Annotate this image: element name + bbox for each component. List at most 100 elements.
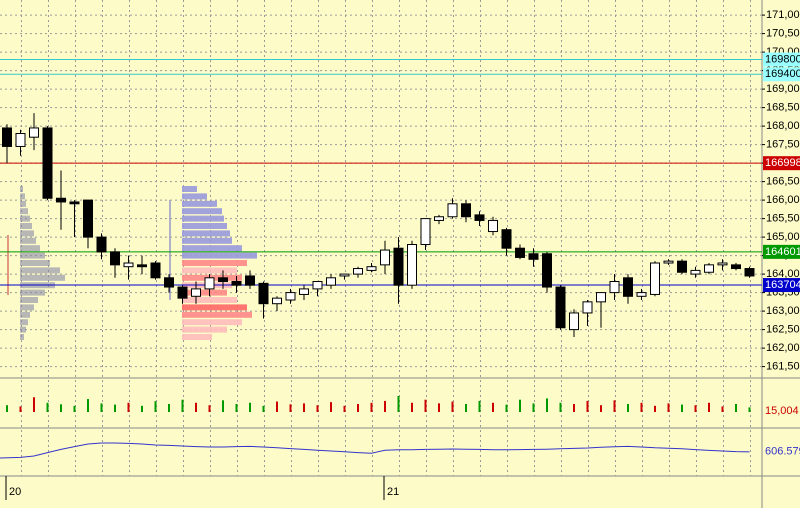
y-tick-label: 161,500 xyxy=(766,361,800,373)
candle-body xyxy=(596,292,606,303)
indicator-line xyxy=(0,442,750,459)
volume-bar xyxy=(73,405,76,412)
y-tick-label: 163,000 xyxy=(766,305,800,317)
candle-body xyxy=(123,262,134,268)
candle-body xyxy=(420,218,431,246)
profile-bar xyxy=(182,215,224,222)
volume-bar xyxy=(303,403,305,412)
volume-bar xyxy=(208,405,211,412)
level-label-bg xyxy=(763,67,800,82)
profile-bar xyxy=(20,260,50,266)
candle-body xyxy=(528,253,539,260)
indicator-label: 606.579 xyxy=(765,446,800,458)
profile-bar xyxy=(182,208,222,215)
profile-bar xyxy=(20,267,60,274)
profile-bar xyxy=(182,223,227,229)
x-tick-label: 20 xyxy=(9,486,21,498)
profile-bar xyxy=(20,334,24,340)
candle-body xyxy=(339,273,350,277)
volume-bar xyxy=(154,401,157,412)
profile-bar xyxy=(182,267,237,274)
volume-bar xyxy=(370,402,373,412)
profile-bar xyxy=(182,230,230,237)
profile-bar xyxy=(20,208,28,215)
candle-body xyxy=(96,236,107,253)
volume-bar xyxy=(654,405,656,412)
y-tick-label: 170,500 xyxy=(766,28,800,40)
volume-bar xyxy=(114,404,116,412)
volume-bar xyxy=(46,402,49,412)
candle-body xyxy=(380,249,390,266)
volume-bar xyxy=(330,402,332,412)
level-label: 163704 xyxy=(765,279,800,291)
volume-bar xyxy=(735,404,737,412)
level-label: 169400 xyxy=(765,68,800,80)
candle-body xyxy=(636,292,647,297)
candle-body xyxy=(582,301,593,314)
candle-body xyxy=(488,219,498,233)
profile-bar xyxy=(20,215,30,222)
volume-bar xyxy=(613,400,616,412)
volume-bar xyxy=(181,399,184,412)
profile-bar xyxy=(20,252,45,259)
candle-body xyxy=(312,281,323,290)
volume-bar xyxy=(451,401,454,412)
y-tick-label: 162,500 xyxy=(766,324,800,336)
candle-body xyxy=(461,203,471,218)
profile-bar xyxy=(20,319,28,326)
candle-body xyxy=(731,264,741,270)
candle-body xyxy=(690,269,701,275)
volume-bar xyxy=(19,406,22,412)
candle-body xyxy=(164,277,174,288)
candle-body xyxy=(83,199,93,238)
profile-bar xyxy=(182,311,252,318)
candle-body xyxy=(704,264,714,273)
volume-bar xyxy=(694,405,697,412)
profile-bar xyxy=(20,311,30,318)
volume-bar xyxy=(262,405,265,412)
profile-bar xyxy=(20,289,45,296)
candle-body xyxy=(299,288,309,295)
profile-bar xyxy=(20,193,25,200)
candle-body xyxy=(447,203,458,218)
candle-body xyxy=(474,214,485,221)
candle-body xyxy=(285,292,296,301)
volume-bar xyxy=(546,398,548,412)
y-tick-label: 168,500 xyxy=(766,102,800,114)
candle-body xyxy=(353,268,363,275)
volume-bar xyxy=(492,402,494,412)
profile-bar xyxy=(182,297,237,303)
profile-bar xyxy=(182,186,197,192)
candle-body xyxy=(231,281,242,286)
volume-bar xyxy=(168,404,170,412)
volume-bar xyxy=(33,397,35,412)
volume-bar xyxy=(465,404,467,412)
volume-bar xyxy=(249,402,251,412)
y-tick-label: 171,000 xyxy=(766,9,800,21)
volume-bar xyxy=(627,404,629,412)
level-label-bg xyxy=(763,52,800,67)
profile-bar xyxy=(182,200,217,207)
volume-bar xyxy=(60,404,62,412)
volume-bar xyxy=(505,404,508,412)
x-tick-label: 21 xyxy=(387,486,399,498)
volume-bar xyxy=(6,405,8,412)
volume-bar xyxy=(532,403,535,412)
profile-bar xyxy=(182,260,247,266)
profile-bar xyxy=(182,289,227,296)
profile-bar xyxy=(20,297,38,303)
candle-body xyxy=(191,288,201,297)
candle-body xyxy=(218,277,228,282)
candle-body xyxy=(42,127,53,199)
volume-bar xyxy=(559,402,562,412)
y-tick-label: 167,500 xyxy=(766,139,800,151)
profile-bar xyxy=(20,200,26,207)
candle-body xyxy=(366,266,377,271)
candle-body xyxy=(137,264,147,268)
candle-body xyxy=(407,244,417,286)
candle-body xyxy=(569,312,579,331)
profile-bar xyxy=(182,326,227,333)
y-tick-label: 166,500 xyxy=(766,176,800,188)
candle-body xyxy=(623,277,633,297)
